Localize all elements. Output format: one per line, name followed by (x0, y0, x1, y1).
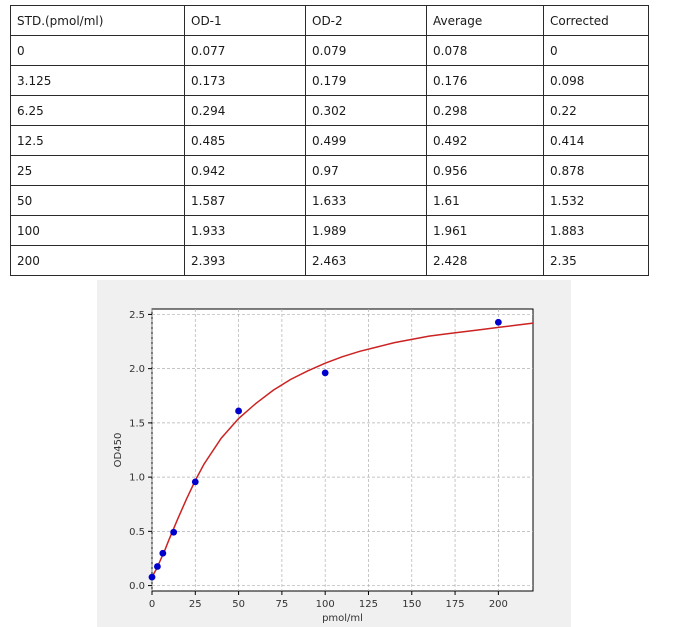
table-row: 25 0.942 0.97 0.956 0.878 (10, 155, 649, 186)
x-axis-label: pmol/ml (322, 613, 363, 624)
table-cell: 1.61 (426, 185, 544, 216)
column-header: STD.(pmol/ml) (10, 5, 185, 36)
table-row: 0 0.077 0.079 0.078 0 (10, 35, 649, 66)
standard-curve-table: STD.(pmol/ml) OD-1 OD-2 Average Correcte… (10, 5, 649, 276)
table-row: 100 1.933 1.989 1.961 1.883 (10, 215, 649, 246)
table-cell: 1.933 (184, 215, 306, 246)
table-cell: 0.414 (543, 125, 649, 156)
column-header: OD-2 (305, 5, 427, 36)
table-cell: 1.587 (184, 185, 306, 216)
table-cell: 2.463 (305, 245, 427, 276)
data-point (235, 407, 242, 415)
table-cell: 3.125 (10, 65, 185, 96)
table-cell: 0.077 (184, 35, 306, 66)
table-cell: 0 (543, 35, 649, 66)
y-tick-label: 0.5 (129, 527, 145, 538)
standard-curve-chart: 0 25 50 75 100 125 150 175 200 0.0 0.5 1.0 1.5 2.0 2.5… (97, 280, 571, 627)
table-cell: 0.492 (426, 125, 544, 156)
y-axis-label: OD450 (113, 433, 124, 468)
table-cell: 0.942 (184, 155, 306, 186)
column-header: OD-1 (184, 5, 306, 36)
data-point (170, 528, 178, 536)
table-cell: 0.878 (543, 155, 649, 186)
chart-canvas: 0 25 50 75 100 125 150 175 200 0.0 0.5 1.0 1.5 2.0 2.5… (113, 308, 534, 624)
table-cell: 2.428 (426, 245, 544, 276)
table-cell: 1.883 (543, 215, 649, 246)
table-row: 200 2.393 2.463 2.428 2.35 (10, 245, 649, 276)
table-cell: 200 (10, 245, 185, 276)
table-cell: 0.176 (426, 65, 544, 96)
x-tick-label: 200 (489, 599, 508, 610)
table-cell: 0.302 (305, 95, 427, 126)
table-cell: 0.485 (184, 125, 306, 156)
axis-ticks: 0 25 50 75 100 125 150 175 200 0.0 0.5 1.0 1.5 2.0 2.5 (129, 310, 508, 610)
table-cell: 0.173 (184, 65, 306, 96)
table-cell: 0.956 (426, 155, 544, 186)
table-cell: 12.5 (10, 125, 185, 156)
table-cell: 0.298 (426, 95, 544, 126)
x-tick-label: 125 (359, 599, 378, 610)
x-tick-label: 75 (276, 599, 289, 610)
y-tick-label: 1.5 (129, 418, 145, 429)
table-cell: 0.098 (543, 65, 649, 96)
table-header-row: STD.(pmol/ml) OD-1 OD-2 Average Correcte… (10, 5, 649, 36)
table-cell: 25 (10, 155, 185, 186)
y-tick-label: 2.5 (129, 310, 145, 321)
table-body: 0 0.077 0.079 0.078 0 3.125 0.173 0.179 … (10, 35, 649, 276)
table-cell: 1.532 (543, 185, 649, 216)
table-cell: 0.078 (426, 35, 544, 66)
data-point (148, 573, 156, 581)
y-tick-label: 2.0 (129, 364, 145, 375)
table-row: 12.5 0.485 0.499 0.492 0.414 (10, 125, 649, 156)
table-cell: 1.989 (305, 215, 427, 246)
data-point (494, 318, 502, 326)
x-tick-label: 50 (232, 599, 245, 610)
table-cell: 100 (10, 215, 185, 246)
y-tick-label: 1.0 (129, 473, 145, 484)
table-row: 50 1.587 1.633 1.61 1.532 (10, 185, 649, 216)
table-row: 6.25 0.294 0.302 0.298 0.22 (10, 95, 649, 126)
x-tick-label: 100 (316, 599, 335, 610)
column-header: Average (426, 5, 544, 36)
data-points (148, 318, 502, 581)
table-cell: 0 (10, 35, 185, 66)
data-point (191, 478, 199, 486)
grid-lines (151, 309, 533, 591)
x-tick-label: 25 (189, 599, 202, 610)
table-cell: 0.97 (305, 155, 427, 186)
table-cell: 2.393 (184, 245, 306, 276)
table-cell: 2.35 (543, 245, 649, 276)
plot-area (151, 308, 534, 592)
table-cell: 0.179 (305, 65, 427, 96)
data-point (321, 369, 329, 377)
table-cell: 1.633 (305, 185, 427, 216)
data-point (154, 563, 161, 570)
table-row: 3.125 0.173 0.179 0.176 0.098 (10, 65, 649, 96)
table-cell: 0.22 (543, 95, 649, 126)
column-header: Corrected (543, 5, 649, 36)
fit-curve-line (151, 322, 534, 578)
data-point (159, 549, 167, 557)
x-tick-label: 150 (402, 599, 421, 610)
x-tick-label: 0 (149, 599, 155, 610)
x-tick-label: 175 (446, 599, 465, 610)
table-cell: 0.079 (305, 35, 427, 66)
table-cell: 0.499 (305, 125, 427, 156)
table-cell: 6.25 (10, 95, 185, 126)
table-cell: 1.961 (426, 215, 544, 246)
y-tick-label: 0.0 (129, 581, 145, 592)
table-cell: 0.294 (184, 95, 306, 126)
table-cell: 50 (10, 185, 185, 216)
